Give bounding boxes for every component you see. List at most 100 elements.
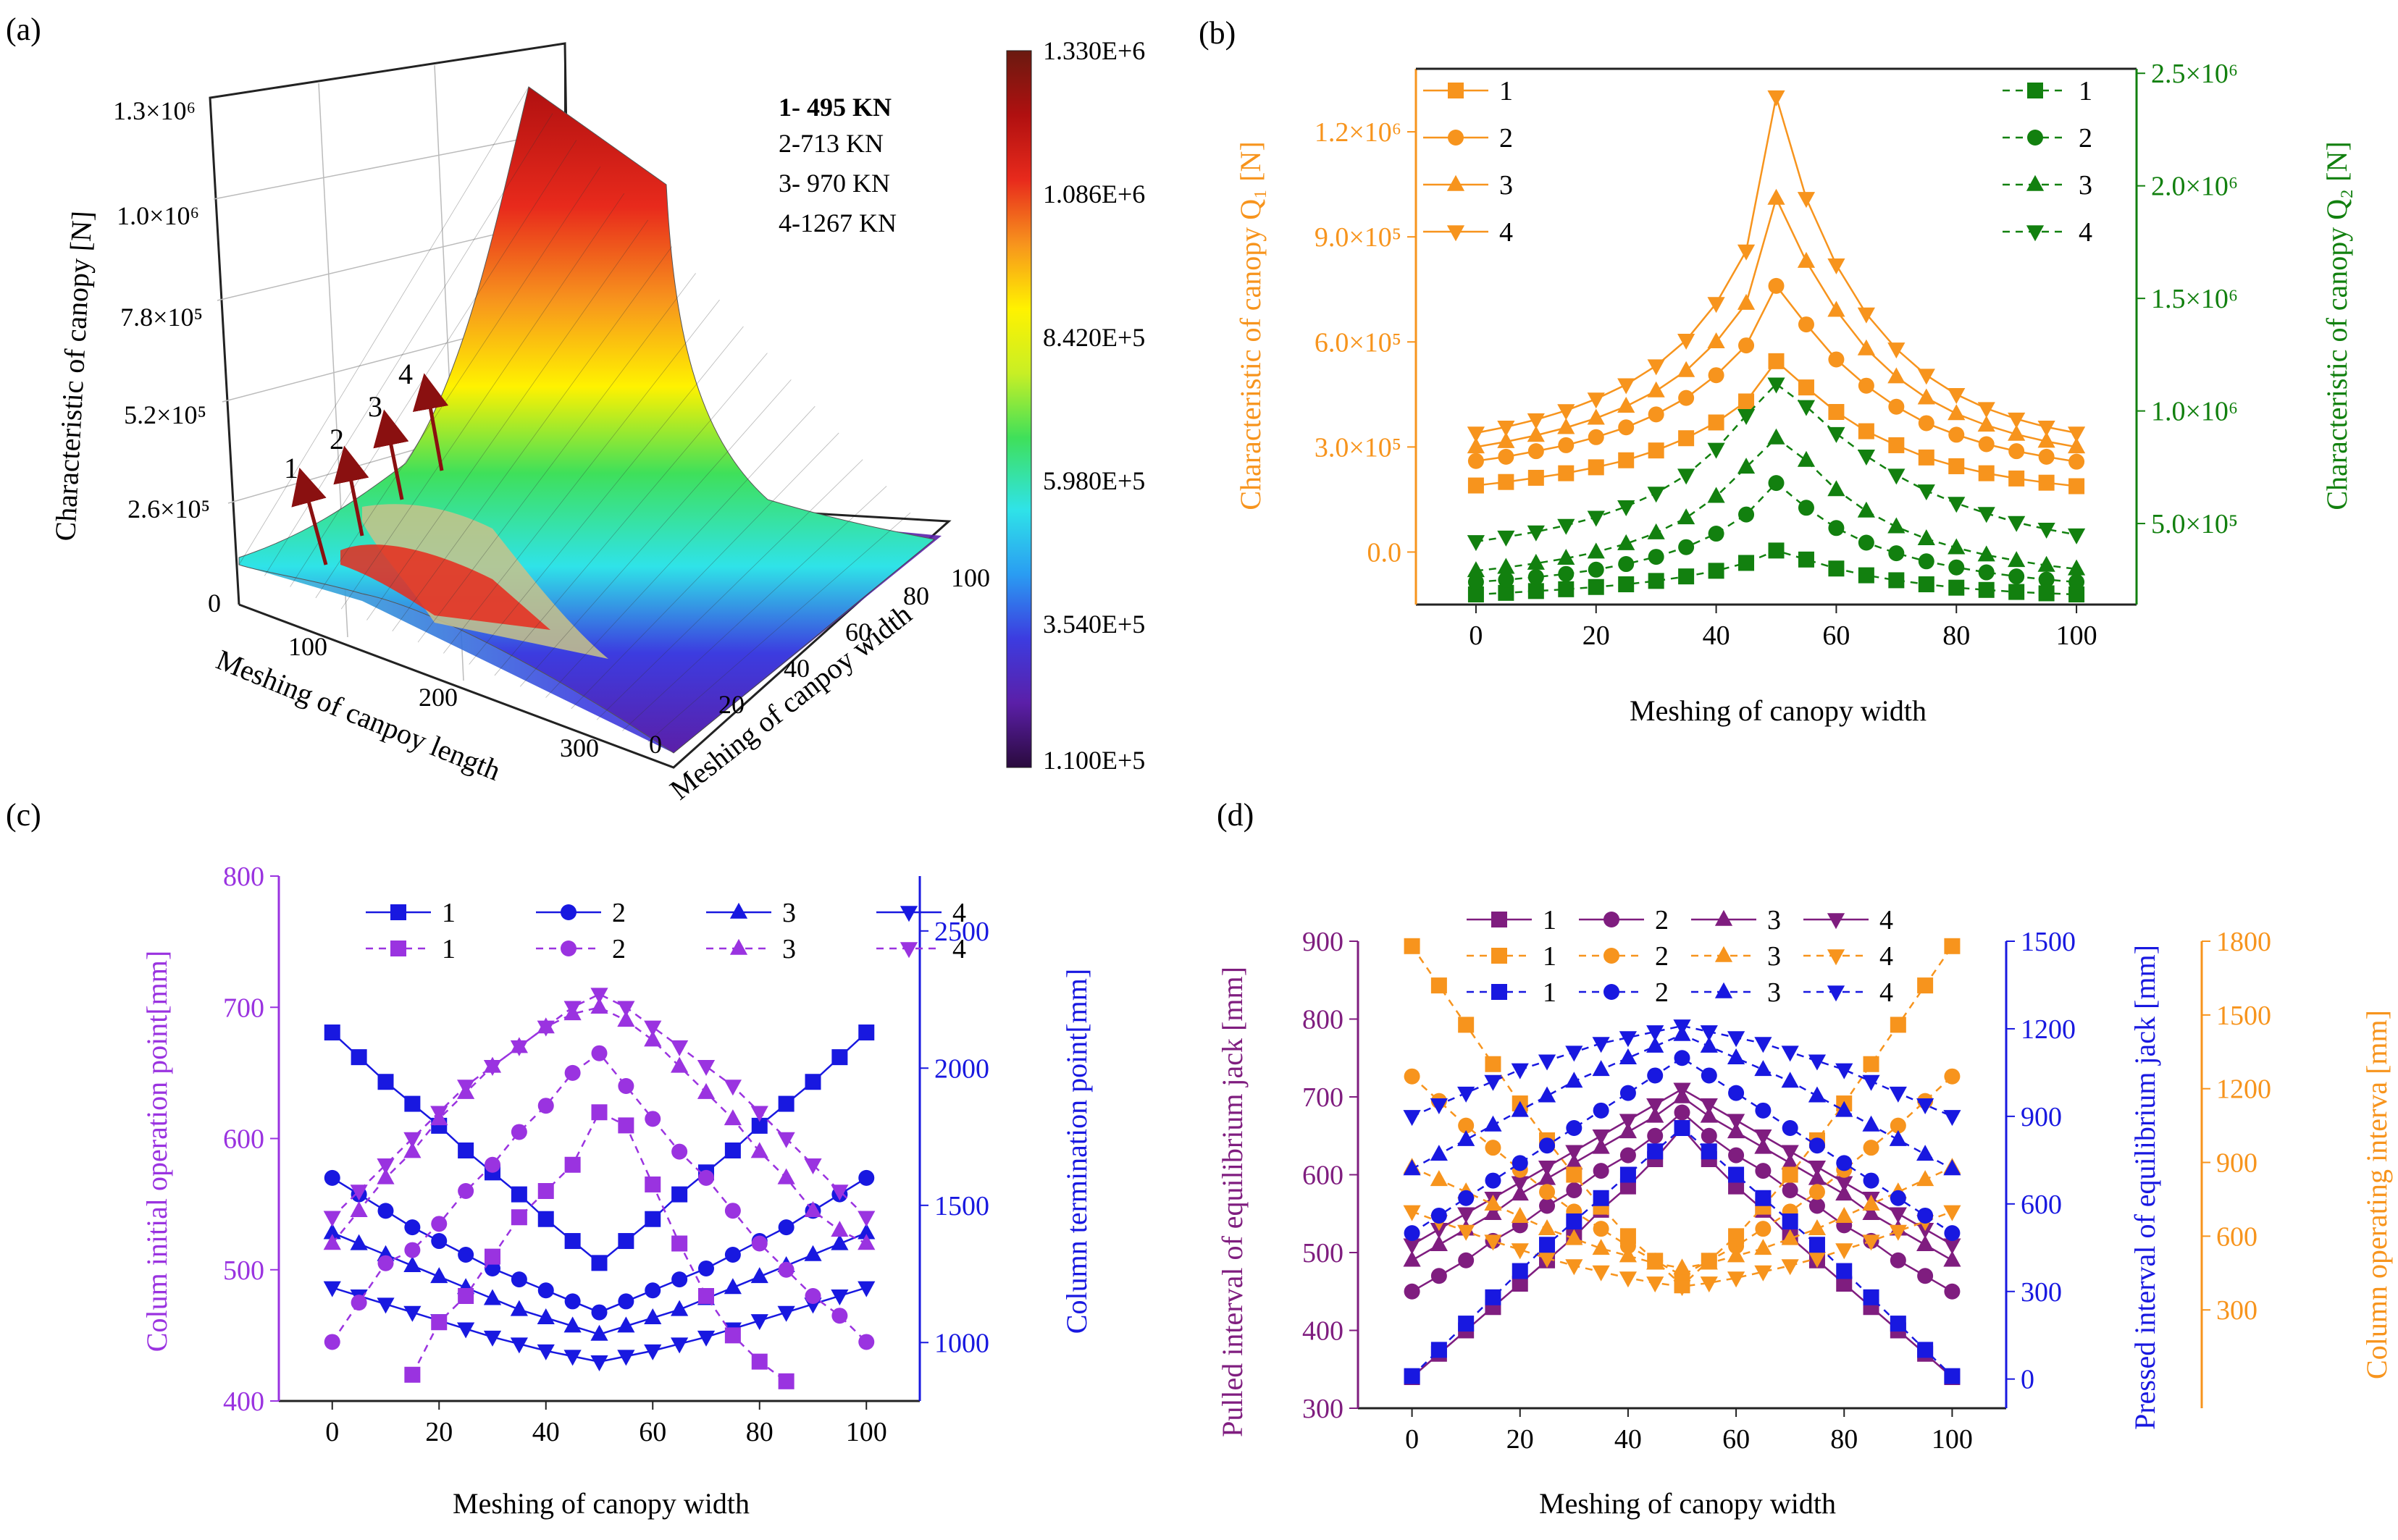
data-point: [1538, 1160, 1556, 1177]
data-point: [377, 1203, 394, 1219]
data-point: [1916, 1170, 1934, 1187]
mesh-line: [622, 486, 887, 731]
right-tick-label: 1500: [934, 1191, 989, 1221]
data-point: [1497, 530, 1515, 547]
data-point: [1701, 1067, 1717, 1084]
data-point: [1674, 1050, 1690, 1066]
legend-a-2: 2-713 KN: [779, 129, 884, 158]
panel-a-z-ticks: 0 2.6×10⁵ 5.2×10⁵ 7.8×10⁵ 1.0×10⁶ 1.3×10…: [113, 96, 221, 618]
left-tick-label: 3.0×10⁵: [1315, 432, 1401, 463]
data-point: [404, 1095, 421, 1112]
legend-label: 3: [1767, 905, 1781, 935]
x-tick-label: 100: [2056, 620, 2097, 651]
panel-b-ylabel-right: Characteristic of canopy Q₂ [N]: [2321, 141, 2353, 510]
data-point: [1565, 1072, 1583, 1088]
legend-marker: [2027, 130, 2043, 146]
data-point: [1458, 1316, 1475, 1332]
data-point: [698, 1169, 714, 1186]
data-point: [1943, 1238, 1961, 1255]
x-tick-300: 300: [560, 733, 599, 762]
data-point: [831, 1289, 849, 1306]
data-point: [324, 1334, 340, 1350]
data-point: [1497, 557, 1515, 574]
legend-marker: [390, 904, 406, 920]
data-point: [1647, 359, 1665, 376]
legend-item: 3: [1691, 905, 1781, 935]
data-point: [431, 1314, 448, 1331]
data-point: [1781, 1072, 1799, 1088]
data-point: [1458, 1252, 1475, 1268]
series-line: [1412, 1024, 1953, 1118]
data-point: [858, 1234, 876, 1250]
data-point: [1587, 510, 1605, 527]
data-point: [1430, 1207, 1447, 1224]
panel-a-legend: 1- 495 KN 2-713 KN 3- 970 KN 4-1267 KN: [779, 93, 897, 237]
data-point: [1728, 1166, 1745, 1183]
data-point: [1827, 480, 1845, 497]
data-point: [1700, 1253, 1718, 1270]
panel-a-x-ticks: 100 200 300: [288, 632, 599, 762]
data-point: [2008, 551, 2026, 568]
mid-tick-label: 1500: [2021, 927, 2076, 957]
mesh-line: [366, 219, 649, 620]
data-point: [1458, 1117, 1475, 1134]
data-point: [1678, 568, 1695, 585]
mesh-line: [545, 405, 816, 698]
data-point: [1592, 1129, 1610, 1145]
legend-marker: [900, 942, 918, 959]
mesh-line: [494, 353, 768, 676]
data-point: [1977, 402, 1995, 418]
data-point: [1948, 426, 1965, 443]
data-point: [1700, 1276, 1718, 1293]
data-point: [1889, 1129, 1907, 1146]
legend-marker: [2026, 174, 2045, 191]
left-tick-label: 700: [1302, 1082, 1343, 1113]
data-point: [1767, 90, 1785, 106]
data-point: [537, 1098, 554, 1114]
data-point: [1948, 559, 1965, 576]
data-point: [1646, 1253, 1664, 1270]
data-point: [697, 1060, 716, 1077]
data-point: [1485, 1140, 1501, 1156]
data-point: [430, 1106, 448, 1122]
data-point: [563, 1001, 582, 1017]
data-point: [1782, 1213, 1798, 1229]
data-point: [1827, 258, 1845, 275]
data-point: [1948, 579, 1965, 596]
left-tick-label: 700: [223, 993, 264, 1023]
mesh-line: [315, 167, 601, 599]
series-line: [1411, 1127, 1953, 1378]
data-point: [2068, 478, 2085, 495]
data-point: [1587, 542, 1605, 559]
series-left-4: [1467, 90, 2086, 443]
data-point: [1808, 1184, 1825, 1200]
data-point: [617, 1350, 635, 1366]
data-point: [2008, 424, 2026, 441]
data-point: [1768, 353, 1785, 369]
y-tick-100: 100: [951, 563, 990, 592]
data-point: [671, 1186, 688, 1203]
data-point: [1565, 1259, 1583, 1276]
data-point: [350, 1185, 368, 1201]
data-point: [831, 1308, 848, 1324]
data-point: [1781, 1145, 1799, 1161]
data-point: [1708, 526, 1724, 542]
data-point: [1619, 1048, 1638, 1065]
series-mid-2: [1404, 1050, 1961, 1242]
data-point: [1708, 563, 1724, 579]
data-point: [1677, 334, 1695, 350]
data-point: [1646, 1098, 1664, 1114]
legend-item: 2: [1579, 941, 1669, 972]
x-tick-label: 20: [425, 1417, 453, 1447]
data-point: [1890, 1316, 1906, 1332]
data-point: [1677, 468, 1695, 485]
data-point: [1858, 567, 1874, 584]
x-tick-label: 0: [1405, 1424, 1419, 1455]
data-point: [1798, 379, 1814, 396]
mesh-line: [596, 459, 863, 720]
data-point: [804, 1158, 822, 1174]
data-point: [2008, 412, 2026, 429]
data-point: [1647, 381, 1665, 397]
data-point: [1647, 1143, 1664, 1160]
